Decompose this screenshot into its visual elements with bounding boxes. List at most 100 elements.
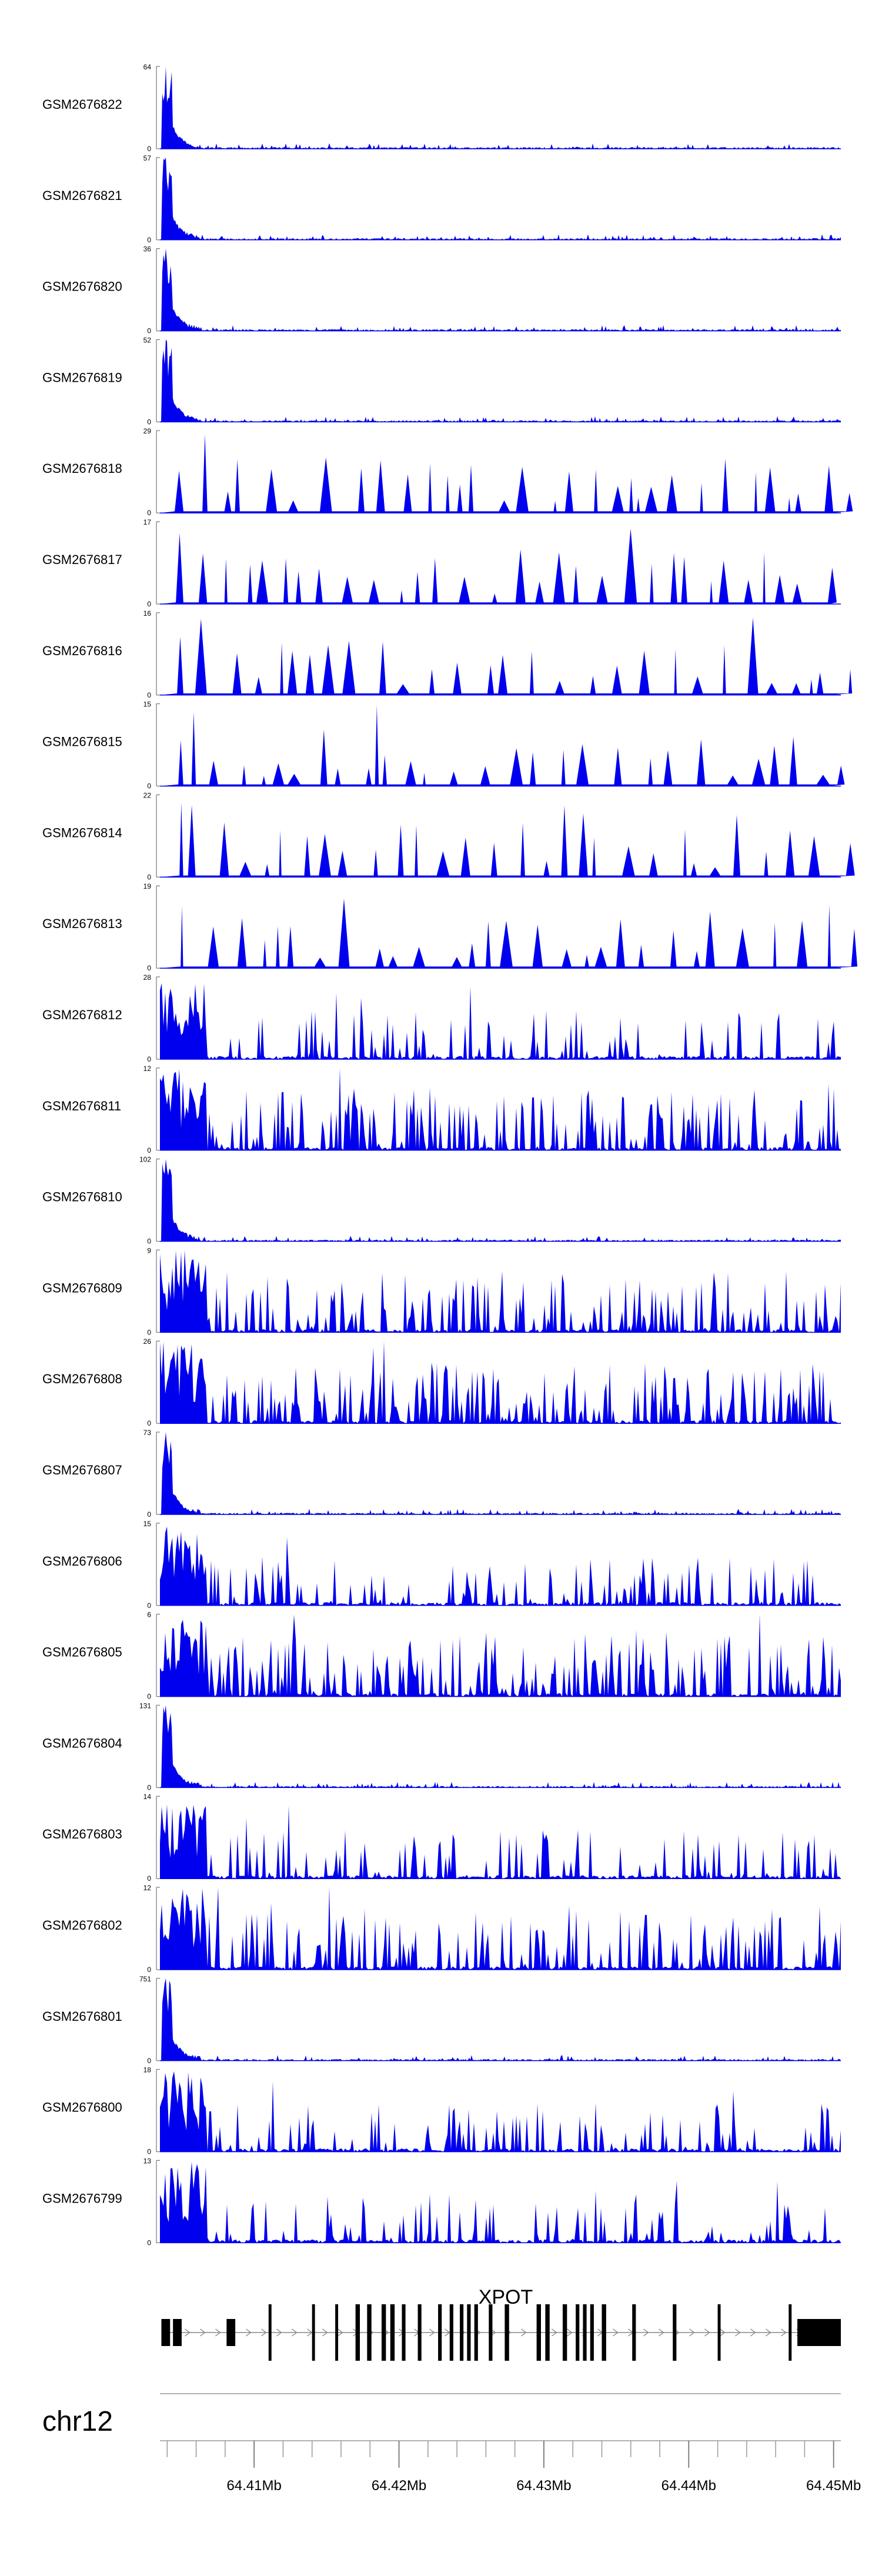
track-label: GSM2676800 — [42, 2100, 122, 2115]
coverage-area — [160, 1341, 841, 1424]
track-label: GSM2676806 — [42, 1554, 122, 1569]
chromosome-label: chr12 — [42, 2406, 113, 2437]
track-ymax-label: 14 — [143, 1793, 152, 1801]
ruler-tick-label: 64.41Mb — [226, 2478, 281, 2494]
track-ymin-label: 0 — [147, 1237, 151, 1246]
strand-chevron — [704, 2328, 710, 2337]
track-ymin-label: 0 — [147, 964, 151, 972]
track-label: GSM2676802 — [42, 1918, 122, 1933]
genome-axis-track: chr12 64.41Mb 64.42Mb 64.43Mb 64.44Mb 64.45M… — [42, 2393, 861, 2494]
coverage-area — [160, 1067, 841, 1150]
track-ymax-label: 17 — [143, 518, 152, 526]
coverage-area — [160, 1159, 841, 1242]
strand-chevron — [185, 2328, 191, 2337]
track-ymin-label: 0 — [147, 1693, 151, 1701]
track-GSM2676804: GSM2676804 131 0 — [42, 1701, 841, 1791]
track-ymin-label: 0 — [147, 1055, 151, 1063]
track-ymin-label: 0 — [147, 1601, 151, 1610]
gene-exon — [417, 2304, 422, 2361]
track-GSM2676815: GSM2676815 15 0 — [42, 700, 845, 790]
coverage-area — [160, 157, 841, 240]
coverage-area — [160, 1526, 841, 1606]
gene-exon — [335, 2304, 339, 2361]
gene-exon — [173, 2319, 182, 2346]
track-ymin-label: 0 — [147, 1510, 151, 1519]
track-ymax-label: 73 — [143, 1429, 152, 1437]
track-ymax-label: 15 — [143, 700, 152, 709]
track-ymax-label: 6 — [147, 1611, 151, 1619]
strand-chevron — [200, 2328, 206, 2337]
strand-chevron — [659, 2328, 664, 2337]
track-ymax-label: 16 — [143, 609, 152, 618]
track-GSM2676800: GSM2676800 18 0 — [42, 2066, 841, 2156]
coverage-area — [160, 618, 853, 695]
strand-chevron — [735, 2328, 741, 2337]
track-GSM2676819: GSM2676819 52 0 — [42, 336, 841, 426]
track-GSM2676818: GSM2676818 29 0 — [42, 427, 853, 517]
track-ymax-label: 52 — [143, 336, 152, 344]
track-ymin-label: 0 — [147, 2148, 151, 2156]
coverage-area — [160, 1887, 841, 1970]
track-GSM2676820: GSM2676820 36 0 — [42, 245, 841, 335]
coverage-area — [160, 2161, 841, 2243]
gene-model-track: XPOT — [161, 2286, 841, 2361]
track-ymin-label: 0 — [147, 1419, 151, 1427]
track-ymin-label: 0 — [147, 418, 151, 426]
track-label: GSM2676821 — [42, 188, 122, 203]
track-GSM2676799: GSM2676799 13 0 — [42, 2157, 841, 2247]
coverage-area — [160, 1614, 841, 1697]
strand-chevron — [720, 2328, 726, 2337]
track-label: GSM2676805 — [42, 1645, 122, 1660]
track-ymax-label: 64 — [143, 63, 152, 71]
track-GSM2676808: GSM2676808 26 0 — [42, 1337, 841, 1427]
gene-exon — [602, 2304, 606, 2361]
track-GSM2676801: GSM2676801 751 0 — [42, 1975, 841, 2065]
coverage-area — [160, 66, 841, 149]
track-ymin-label: 0 — [147, 1328, 151, 1336]
gene-exon — [583, 2304, 587, 2361]
strand-chevron — [246, 2328, 252, 2337]
strand-chevron — [429, 2328, 435, 2337]
gene-exon — [268, 2304, 272, 2361]
ruler-tick-label: 64.43Mb — [516, 2478, 571, 2494]
strand-chevron — [689, 2328, 695, 2337]
track-ymin-label: 0 — [147, 1783, 151, 1791]
track-ymin-label: 0 — [147, 600, 151, 608]
track-label: GSM2676804 — [42, 1736, 122, 1750]
ruler-tick-label: 64.44Mb — [662, 2478, 716, 2494]
strand-chevron — [567, 2328, 573, 2337]
gene-exon — [545, 2304, 550, 2361]
track-label: GSM2676812 — [42, 1007, 122, 1022]
track-GSM2676817: GSM2676817 17 0 — [42, 518, 841, 608]
track-ymin-label: 0 — [147, 236, 151, 244]
strand-chevron — [643, 2328, 649, 2337]
track-ymax-label: 18 — [143, 2066, 152, 2074]
track-label: GSM2676815 — [42, 735, 122, 749]
track-ymax-label: 22 — [143, 791, 152, 799]
strand-chevron — [552, 2328, 557, 2337]
coverage-area — [160, 434, 853, 513]
track-label: GSM2676813 — [42, 916, 122, 931]
track-ymin-label: 0 — [147, 782, 151, 790]
coverage-area — [160, 705, 845, 786]
track-ymin-label: 0 — [147, 1874, 151, 1883]
coverage-tracks: GSM2676822640GSM2676821570GSM2676820360G… — [42, 63, 858, 2247]
coverage-area — [160, 802, 855, 877]
strand-chevron — [521, 2328, 527, 2337]
track-GSM2676807: GSM2676807 73 0 — [42, 1429, 841, 1519]
track-label: GSM2676817 — [42, 552, 122, 567]
track-GSM2676816: GSM2676816 16 0 — [42, 609, 853, 699]
track-label: GSM2676809 — [42, 1280, 122, 1295]
track-ymin-label: 0 — [147, 691, 151, 699]
track-ymin-label: 0 — [147, 1146, 151, 1154]
track-ymax-label: 26 — [143, 1337, 152, 1346]
coverage-area — [160, 1250, 841, 1333]
gene-exon — [449, 2304, 453, 2361]
gene-exon — [474, 2304, 478, 2361]
track-label: GSM2676799 — [42, 2191, 122, 2205]
track-ymax-label: 19 — [143, 882, 152, 890]
strand-chevron — [766, 2328, 771, 2337]
gene-exon — [489, 2304, 493, 2361]
track-ymax-label: 29 — [143, 427, 152, 435]
